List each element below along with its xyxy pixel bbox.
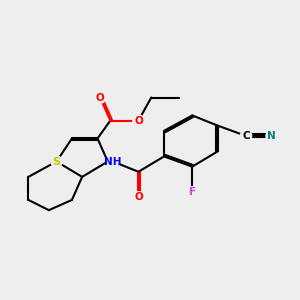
Text: F: F: [189, 187, 196, 197]
Circle shape: [266, 130, 277, 142]
Text: O: O: [134, 116, 143, 126]
Circle shape: [240, 130, 252, 142]
Circle shape: [107, 156, 118, 167]
Text: C: C: [242, 131, 250, 141]
Circle shape: [94, 92, 106, 103]
Text: N: N: [267, 131, 276, 141]
Text: O: O: [96, 92, 104, 103]
Circle shape: [133, 115, 144, 126]
Text: NH: NH: [104, 157, 122, 166]
Circle shape: [133, 192, 144, 203]
Circle shape: [51, 156, 62, 167]
Text: S: S: [52, 157, 61, 166]
Circle shape: [187, 187, 198, 198]
Text: O: O: [134, 192, 143, 203]
